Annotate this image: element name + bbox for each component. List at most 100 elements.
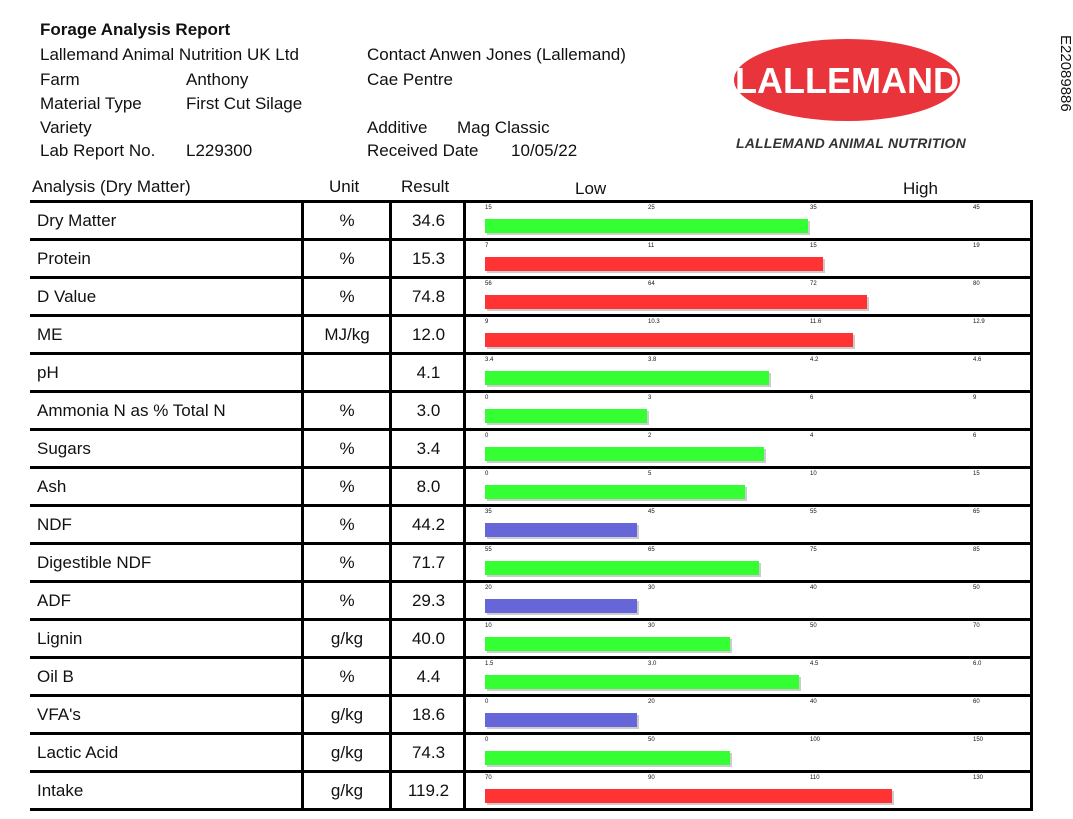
- column-divider: [301, 735, 304, 770]
- column-divider: [301, 507, 304, 542]
- column-divider: [301, 317, 304, 352]
- level-bar: [485, 333, 853, 347]
- company-name: Lallemand Animal Nutrition UK Ltd: [40, 45, 299, 64]
- column-divider: [1030, 355, 1033, 390]
- row-border: [30, 390, 1033, 393]
- column-divider: [389, 659, 392, 694]
- column-divider: [1030, 621, 1033, 656]
- scale-tick-label: 50: [973, 585, 980, 591]
- column-divider: [463, 507, 466, 542]
- additive-label: Additive: [367, 118, 428, 137]
- table-row: D Value% 74.8 56 64 72 80: [30, 279, 1033, 317]
- material-type-label: Material Type: [40, 94, 142, 113]
- analysis-name: VFA's: [37, 704, 81, 724]
- result-value: 15.3: [411, 248, 446, 268]
- column-divider: [389, 621, 392, 656]
- row-border: [30, 732, 1033, 735]
- level-bar: [485, 713, 637, 727]
- scale-tick-label: 0: [485, 471, 489, 477]
- column-divider: [389, 431, 392, 466]
- scale-tick-label: 15: [810, 243, 817, 249]
- column-divider: [1030, 241, 1033, 276]
- scale-tick-label: 9: [485, 319, 489, 325]
- farm-value: Anthony: [186, 70, 249, 89]
- column-divider: [301, 393, 304, 428]
- analysis-table: Dry Matter% 34.6 15 25 35 45 Protein% 15.3 7 11 15…: [30, 203, 1033, 811]
- level-bar: [485, 485, 745, 499]
- scale-tick-label: 6: [810, 395, 814, 401]
- result-value: 18.6: [411, 704, 446, 724]
- column-divider: [1030, 773, 1033, 808]
- column-divider: [389, 735, 392, 770]
- lallemand-logo: LALLEMAND: [734, 39, 960, 121]
- analysis-name: pH: [37, 362, 59, 382]
- column-divider: [389, 469, 392, 504]
- scale-tick-label: 56: [485, 281, 492, 287]
- scale-tick-label: 40: [810, 699, 817, 705]
- row-border: [30, 770, 1033, 773]
- scale-tick-label: 70: [485, 775, 492, 781]
- level-bar: [485, 789, 892, 803]
- row-border: [30, 238, 1033, 241]
- scale-tick-label: 45: [648, 509, 655, 515]
- column-divider: [463, 583, 466, 618]
- column-divider: [389, 203, 392, 238]
- result-value: 8.0: [416, 476, 441, 496]
- column-divider: [463, 659, 466, 694]
- logo-text: LALLEMAND: [735, 60, 959, 101]
- unit-value: %: [339, 590, 355, 610]
- result-value: 71.7: [411, 552, 446, 572]
- result-value: 12.0: [411, 324, 446, 344]
- table-row: Sugars% 3.4 0 2 4 6: [30, 431, 1033, 469]
- column-result: Result: [401, 177, 450, 196]
- scale-tick-label: 100: [810, 737, 821, 743]
- scale-tick-label: 12.9: [973, 319, 985, 325]
- column-divider: [301, 469, 304, 504]
- row-border: [30, 808, 1033, 811]
- scale-tick-label: 65: [648, 547, 655, 553]
- result-value: 74.8: [411, 286, 446, 306]
- row-border: [30, 276, 1033, 279]
- unit-value: %: [339, 400, 355, 420]
- level-bar: [485, 751, 730, 765]
- unit-value: g/kg: [330, 780, 364, 800]
- analysis-name: D Value: [37, 286, 97, 306]
- result-value: 29.3: [411, 590, 446, 610]
- column-divider: [1030, 659, 1033, 694]
- row-border: [30, 580, 1033, 583]
- unit-value: [303, 355, 391, 390]
- column-divider: [463, 279, 466, 314]
- column-divider: [301, 545, 304, 580]
- unit-value: %: [339, 438, 355, 458]
- scale-tick-label: 15: [973, 471, 980, 477]
- table-row: Oil B% 4.4 1.5 3.0 4.5 6.0: [30, 659, 1033, 697]
- scale-tick-label: 30: [648, 585, 655, 591]
- column-divider: [463, 355, 466, 390]
- column-divider: [301, 659, 304, 694]
- scale-tick-label: 50: [648, 737, 655, 743]
- scale-tick-label: 19: [973, 243, 980, 249]
- row-border: [30, 352, 1033, 355]
- table-row: Intake g/kg 119.2 70 90 110 130: [30, 773, 1033, 811]
- column-divider: [463, 431, 466, 466]
- table-row: Lactic Acid g/kg 74.3 0 50 100 150: [30, 735, 1033, 773]
- table-row: Protein% 15.3 7 11 15 19: [30, 241, 1033, 279]
- column-divider: [389, 583, 392, 618]
- column-divider: [389, 317, 392, 352]
- column-divider: [463, 203, 466, 238]
- received-date-value: 10/05/22: [511, 141, 578, 160]
- result-value: 4.1: [416, 362, 441, 382]
- lab-report-value: L229300: [186, 141, 253, 160]
- unit-value: %: [339, 552, 355, 572]
- scale-tick-label: 70: [973, 623, 980, 629]
- scale-tick-label: 3.8: [648, 357, 657, 363]
- analysis-name: Ammonia N as % Total N: [37, 400, 226, 420]
- scale-tick-label: 7: [485, 243, 489, 249]
- result-value: 74.3: [411, 742, 446, 762]
- column-high: High: [903, 179, 938, 198]
- level-bar: [485, 409, 647, 423]
- unit-value: g/kg: [330, 628, 364, 648]
- column-analysis: Analysis (Dry Matter): [32, 177, 191, 196]
- scale-tick-label: 0: [485, 737, 489, 743]
- table-row: ADF% 29.3 20 30 40 50: [30, 583, 1033, 621]
